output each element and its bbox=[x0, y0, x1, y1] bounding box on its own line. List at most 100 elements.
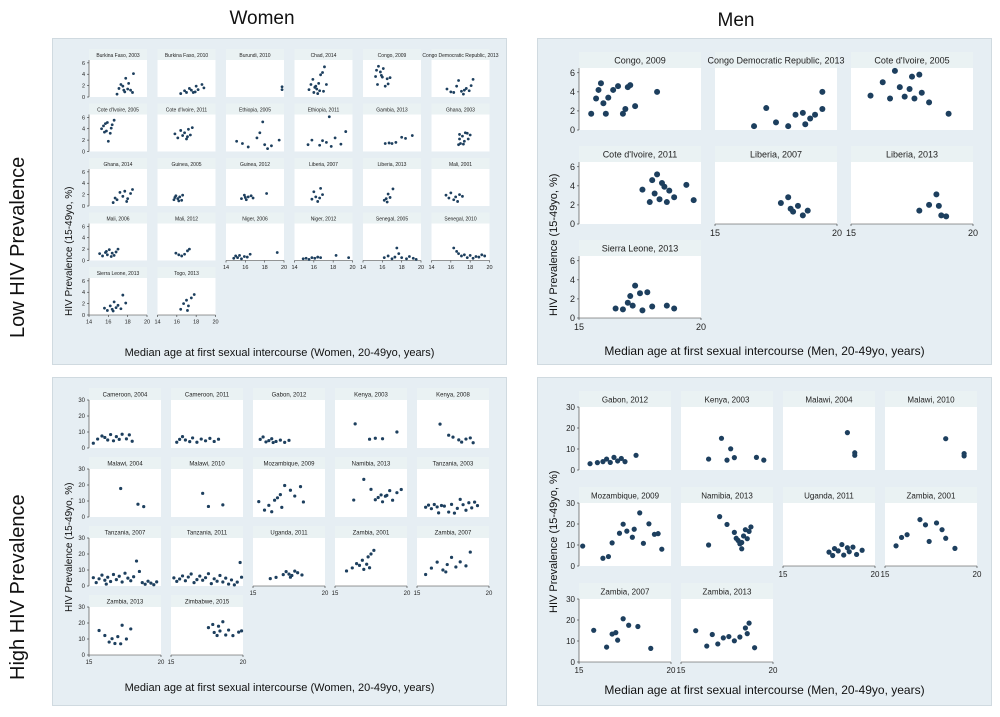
data-point bbox=[307, 88, 311, 91]
facet-panel: Malawi, 2010 bbox=[171, 457, 243, 517]
data-point bbox=[114, 306, 118, 309]
data-point bbox=[111, 201, 115, 204]
y-tick-label: 4 bbox=[82, 72, 85, 78]
data-point bbox=[123, 571, 127, 575]
facet-panel: Togo, 2013 14 16 18 20 bbox=[154, 267, 219, 326]
data-point bbox=[386, 254, 390, 258]
data-point bbox=[631, 526, 637, 532]
data-point bbox=[380, 437, 385, 441]
facet-title: Guinea, 2012 bbox=[240, 162, 270, 168]
data-point bbox=[249, 194, 253, 198]
data-point bbox=[632, 103, 639, 110]
x-tick-label: 14 bbox=[360, 265, 366, 271]
data-point bbox=[616, 530, 623, 536]
data-point bbox=[629, 302, 636, 309]
y-tick-label: 6 bbox=[82, 115, 85, 121]
data-point bbox=[600, 100, 607, 107]
facet-panel: Liberia, 2007 bbox=[294, 158, 353, 206]
facet-title: Sierra Leone, 2013 bbox=[97, 271, 140, 277]
data-point bbox=[480, 253, 484, 257]
facet-title: Ghana, 2003 bbox=[446, 107, 475, 113]
data-point bbox=[112, 253, 116, 257]
y-tick-label: 2 bbox=[82, 193, 85, 199]
data-point bbox=[186, 575, 190, 579]
data-point bbox=[460, 89, 463, 93]
data-point bbox=[176, 197, 180, 201]
data-point bbox=[116, 635, 120, 639]
data-point bbox=[127, 433, 131, 437]
facet-panel: Zambia, 2001 15 20 bbox=[881, 487, 982, 579]
quadrant-low-men: Congo, 2009 0 2 4 6 Congo Democratic Republic… bbox=[537, 38, 992, 365]
data-point bbox=[671, 305, 678, 312]
data-point bbox=[245, 255, 249, 259]
data-point bbox=[270, 437, 274, 441]
data-point bbox=[369, 487, 373, 491]
facet-strip bbox=[253, 526, 325, 538]
x-tick-label: 20 bbox=[240, 660, 247, 666]
facet-title: Liberia, 2013 bbox=[886, 150, 938, 160]
data-point bbox=[911, 95, 918, 102]
facet-plot-background bbox=[89, 223, 147, 261]
data-point bbox=[106, 139, 110, 143]
data-point bbox=[280, 505, 284, 509]
data-point bbox=[457, 438, 461, 442]
data-point bbox=[467, 501, 471, 505]
facet-panel: Tanzania, 2003 bbox=[417, 457, 489, 517]
facet-panel: Ghana, 2003 bbox=[431, 103, 490, 152]
data-point bbox=[718, 435, 725, 441]
data-point bbox=[209, 582, 213, 586]
facet-plot-background bbox=[579, 68, 701, 130]
data-point bbox=[435, 505, 439, 509]
data-point bbox=[933, 191, 940, 198]
data-point bbox=[238, 253, 241, 257]
facet-plot-background bbox=[89, 607, 161, 655]
data-point bbox=[178, 437, 182, 441]
data-point bbox=[373, 436, 377, 440]
data-point bbox=[859, 547, 865, 553]
facet-panel: Zimbabwe, 2015 15 20 bbox=[168, 595, 247, 666]
x-tick-label: 16 bbox=[379, 265, 385, 271]
data-point bbox=[334, 253, 338, 257]
data-point bbox=[235, 139, 239, 143]
y-tick-label: 0 bbox=[82, 515, 86, 521]
data-point bbox=[655, 531, 661, 537]
x-tick-label: 20 bbox=[349, 265, 355, 271]
facet-title: Cote d'Ivoire, 2011 bbox=[603, 150, 678, 160]
y-tick-label: 2 bbox=[82, 84, 85, 90]
data-point bbox=[366, 555, 370, 559]
facet-panel: Gabon, 2012 0 10 20 30 bbox=[566, 391, 671, 475]
facet-panel: Mali, 2001 bbox=[431, 158, 490, 206]
y-tick-label: 10 bbox=[566, 637, 575, 646]
data-point bbox=[372, 548, 376, 552]
data-point bbox=[752, 645, 758, 651]
facet-strip bbox=[715, 52, 837, 68]
data-point bbox=[116, 247, 120, 251]
data-point bbox=[618, 455, 624, 462]
data-point bbox=[362, 567, 366, 571]
data-point bbox=[457, 79, 460, 82]
data-point bbox=[462, 142, 465, 146]
data-point bbox=[447, 433, 451, 437]
data-point bbox=[429, 507, 433, 511]
data-point bbox=[624, 299, 631, 306]
facet-panel: Mozambique, 2009 bbox=[253, 457, 325, 517]
data-point bbox=[109, 255, 113, 258]
data-point bbox=[449, 191, 453, 195]
y-tick-label: 20 bbox=[78, 621, 85, 627]
row-title-low: Low HIV Prevalence bbox=[7, 156, 29, 338]
data-point bbox=[737, 634, 743, 640]
facet-title: Mali, 2006 bbox=[106, 216, 129, 222]
x-tick-label: 18 bbox=[193, 320, 199, 326]
data-point bbox=[267, 503, 271, 507]
facet-title: Congo Democratic Republic, 2013 bbox=[422, 53, 498, 59]
quadrant-low-women: Burkina Faso, 2003 0 2 4 6 Burkina Faso, 2010… bbox=[52, 38, 507, 365]
data-point bbox=[846, 549, 852, 555]
data-point bbox=[901, 93, 908, 100]
data-point bbox=[212, 439, 216, 444]
data-point bbox=[620, 521, 626, 527]
data-point bbox=[117, 437, 121, 441]
data-point bbox=[352, 498, 356, 502]
y-tick-label: 30 bbox=[78, 605, 85, 611]
data-point bbox=[103, 435, 107, 440]
data-point bbox=[187, 127, 190, 131]
